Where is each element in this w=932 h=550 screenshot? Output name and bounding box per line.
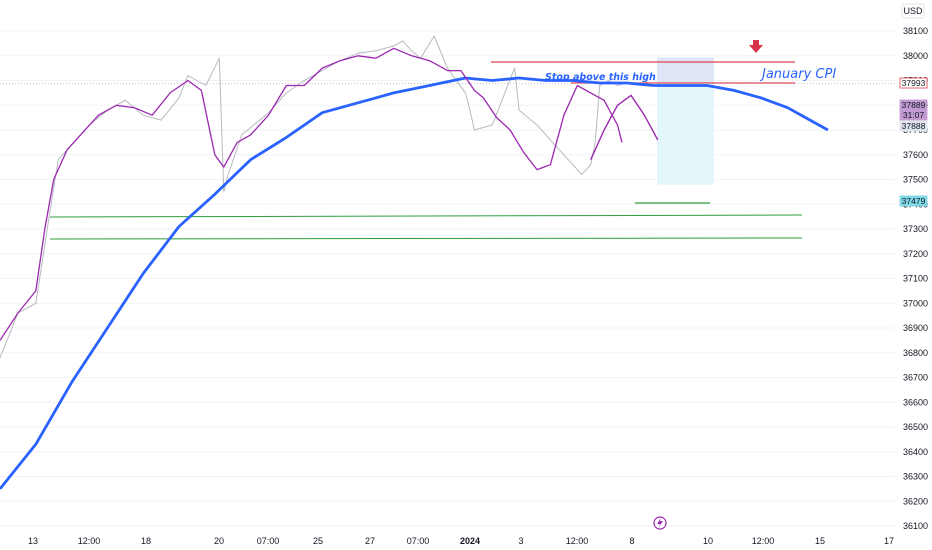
price-badge-label: 37479 <box>902 196 926 206</box>
price-axis[interactable]: USD 381003800037900378003770037600375003… <box>895 0 932 550</box>
price-badge-countdown <box>899 109 928 121</box>
x-tick-label: 25 <box>313 536 323 546</box>
price-badge-ma <box>899 120 928 132</box>
x-tick-label: 07:00 <box>407 536 430 546</box>
y-tick-label: 37200 <box>903 249 928 259</box>
y-tick-label: 37100 <box>903 274 928 284</box>
x-tick-label: 3 <box>518 536 523 546</box>
y-tick-label: 38000 <box>903 51 928 61</box>
price-badge-label: 37993 <box>902 78 926 88</box>
x-tick-label: 8 <box>629 536 634 546</box>
x-tick-label: 17 <box>884 536 894 546</box>
x-tick-label: 18 <box>141 536 151 546</box>
y-tick-label: 36400 <box>903 447 928 457</box>
x-tick-label: 13 <box>28 536 38 546</box>
x-tick-label: 12:00 <box>78 536 101 546</box>
grid-layer <box>0 30 895 527</box>
price-badge-stop <box>899 195 928 207</box>
y-tick-label: 37500 <box>903 175 928 185</box>
y-tick-label: 36800 <box>903 348 928 358</box>
x-tick-label: 12:00 <box>752 536 775 546</box>
support-line-lower[interactable] <box>49 237 803 240</box>
reward-zone <box>657 83 714 185</box>
x-tick-label: 27 <box>365 536 375 546</box>
y-tick-label: 36900 <box>903 323 928 333</box>
y-tick-label: 38100 <box>903 26 928 36</box>
price-badge-label: 31:07 <box>903 110 925 120</box>
time-axis[interactable]: 13 12:00 18 20 07:00 25 27 07:00 2024 3 12:00 8 10 12… <box>28 536 894 546</box>
currency-label: USD <box>903 6 923 16</box>
risk-zone <box>657 57 714 84</box>
y-tick-label: 36200 <box>903 496 928 506</box>
y-tick-label: 37000 <box>903 298 928 308</box>
projection-curve[interactable] <box>590 94 659 160</box>
x-tick-label: 2024 <box>460 536 480 546</box>
price-badge-label: 37889 <box>902 100 926 110</box>
x-tick-label: 20 <box>214 536 224 546</box>
stop-annotation: Stop above this high <box>545 72 656 83</box>
lightning-icon[interactable] <box>653 516 667 530</box>
y-tick-label: 36300 <box>903 472 928 482</box>
price-line[interactable] <box>0 35 627 358</box>
support-line-upper[interactable] <box>49 214 803 218</box>
y-tick-label: 36700 <box>903 373 928 383</box>
annotations: Stop above this high January CPI <box>545 40 836 83</box>
level-lines <box>0 61 895 240</box>
x-tick-label: 07:00 <box>257 536 280 546</box>
y-tick-label: 36500 <box>903 422 928 432</box>
x-tick-label: 10 <box>703 536 713 546</box>
fast-ma-line[interactable] <box>0 47 623 341</box>
x-tick-label: 15 <box>815 536 825 546</box>
y-tick-label: 36600 <box>903 397 928 407</box>
y-tick-label: 37600 <box>903 150 928 160</box>
series-layer <box>0 35 829 490</box>
y-tick-label: 36100 <box>903 521 928 531</box>
price-badge-label: 37888 <box>902 121 926 131</box>
currency-box[interactable] <box>901 3 925 19</box>
price-badge-target <box>899 77 928 89</box>
position-zones <box>657 57 714 185</box>
y-tick-label: 37300 <box>903 224 928 234</box>
event-annotation: January CPI <box>759 67 836 82</box>
down-arrow-icon <box>749 40 763 53</box>
x-tick-label: 12:00 <box>566 536 589 546</box>
